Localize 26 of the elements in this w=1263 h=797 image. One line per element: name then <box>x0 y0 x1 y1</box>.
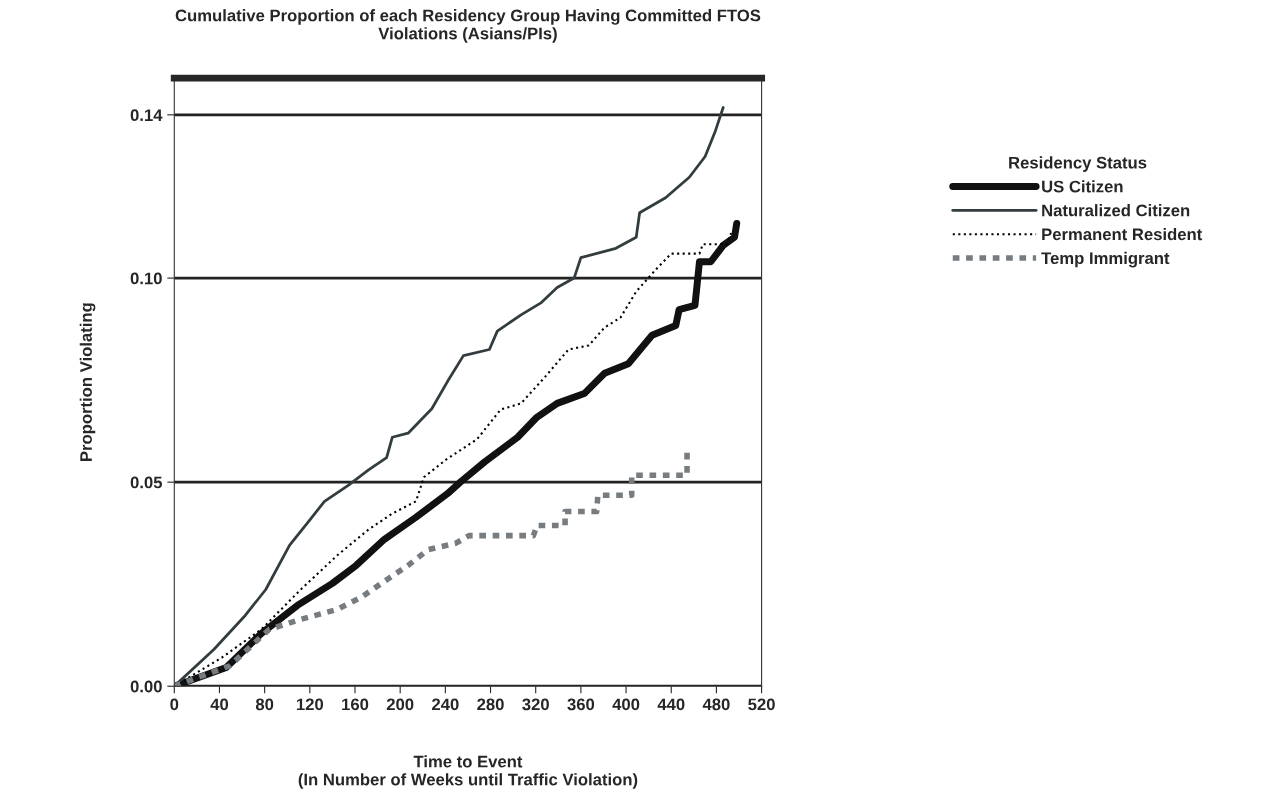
chart-title: Cumulative Proportion of each Residency Group Having Committed FTOS Violations (Asians/PIs) <box>175 9 761 43</box>
y-axis-title: Proportion Violating <box>79 303 96 461</box>
x-tick-label: 320 <box>522 698 549 711</box>
y-tick-label: 0.05 <box>130 476 163 489</box>
legend-label: Temp Immigrant <box>1041 251 1170 268</box>
x-tick-label: 120 <box>296 698 324 711</box>
x-tick-label: 80 <box>255 698 274 711</box>
y-tick-label: 0.10 <box>130 272 162 285</box>
x-tick-label: 40 <box>210 698 229 711</box>
x-tick-label: 400 <box>612 698 640 711</box>
x-tick-label: 280 <box>477 698 504 711</box>
legend-label: Permanent Resident <box>1042 227 1203 241</box>
x-tick-label: 200 <box>386 698 414 711</box>
y-tick-label: 0.00 <box>130 680 162 693</box>
x-tick-label: 160 <box>342 698 369 711</box>
legend-title: Residency Status <box>1009 156 1147 172</box>
legend-label: US Citizen <box>1042 180 1123 193</box>
x-tick-label: 440 <box>657 698 685 711</box>
x-tick-label: 360 <box>567 698 595 711</box>
legend-label: Naturalized Citizen <box>1042 204 1190 217</box>
x-tick-label: 520 <box>748 698 775 711</box>
x-tick-label: 480 <box>702 698 730 711</box>
x-axis-title: Time to Event (In Number of Weeks until Traffic Violation) <box>298 755 638 789</box>
x-tick-label: 240 <box>432 698 459 711</box>
y-tick-label: 0.14 <box>130 109 163 122</box>
x-tick-label: 0 <box>170 698 179 711</box>
